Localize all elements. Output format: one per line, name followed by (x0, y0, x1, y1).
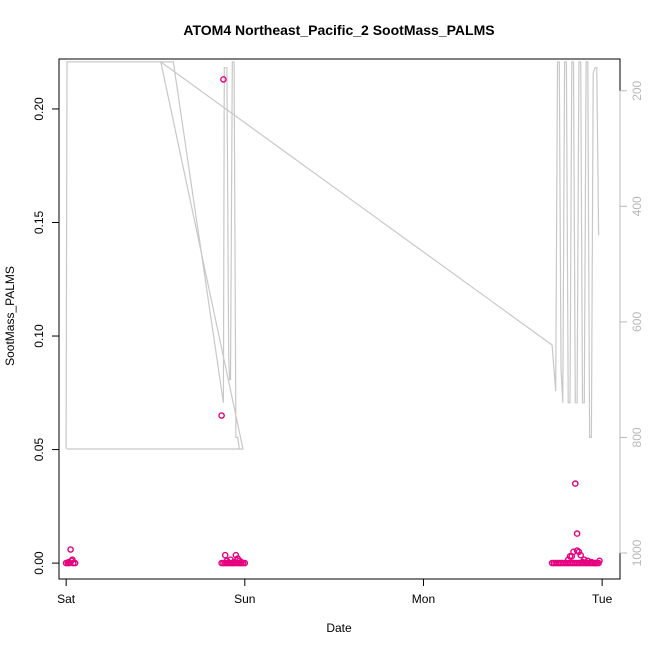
y-tick-label: 0.10 (32, 324, 46, 348)
plot-frame (58, 58, 621, 580)
x-tick-label: Mon (412, 592, 435, 606)
data-point (67, 546, 74, 553)
y-axis-label: SootMass_PALMS (3, 266, 17, 366)
x-axis-label: Date (326, 621, 352, 635)
y2-tick-label: 400 (630, 196, 644, 216)
axes-layer: Sat Sun Mon Tue 0.00 0.05 0.10 0.15 0.20 200 400 60… (32, 80, 644, 606)
altitude-line (65, 60, 600, 450)
data-point (564, 559, 572, 567)
data-point (550, 559, 558, 567)
y2-tick-label: 800 (630, 427, 644, 447)
chart-title: ATOM4 Northeast_Pacific_2 SootMass_PALMS (183, 22, 494, 38)
data-point (561, 559, 568, 567)
x-tick-label: Sat (57, 592, 76, 606)
x-tick-label: Sun (234, 592, 255, 606)
data-point (573, 530, 581, 537)
y2-tick-label: 600 (630, 312, 644, 332)
data-point (557, 559, 565, 567)
data-point (237, 558, 245, 566)
data-point (554, 559, 561, 567)
y2-tick-label: 1000 (630, 539, 644, 566)
data-point (575, 559, 583, 567)
data-point (223, 557, 231, 565)
data-point (584, 557, 592, 565)
data-point (218, 412, 225, 419)
y-tick-label: 0.15 (32, 210, 46, 234)
data-point (220, 76, 227, 83)
x-tick-label: Tue (592, 592, 613, 606)
altitude-line-layer (65, 60, 600, 450)
data-point (241, 559, 249, 567)
data-point (65, 558, 73, 566)
data-point (581, 556, 588, 564)
data-point (572, 480, 579, 487)
data-point (228, 559, 236, 567)
data-point (577, 551, 585, 559)
y-tick-label: 0.00 (32, 551, 46, 575)
y-tick-label: 0.20 (32, 97, 46, 121)
data-point (572, 559, 579, 567)
data-point (221, 551, 229, 559)
data-point (568, 559, 576, 567)
data-point (588, 558, 595, 566)
y-tick-label: 0.05 (32, 438, 46, 462)
data-point-layer (62, 76, 603, 567)
y2-tick-label: 200 (630, 80, 644, 100)
data-point (596, 557, 603, 565)
